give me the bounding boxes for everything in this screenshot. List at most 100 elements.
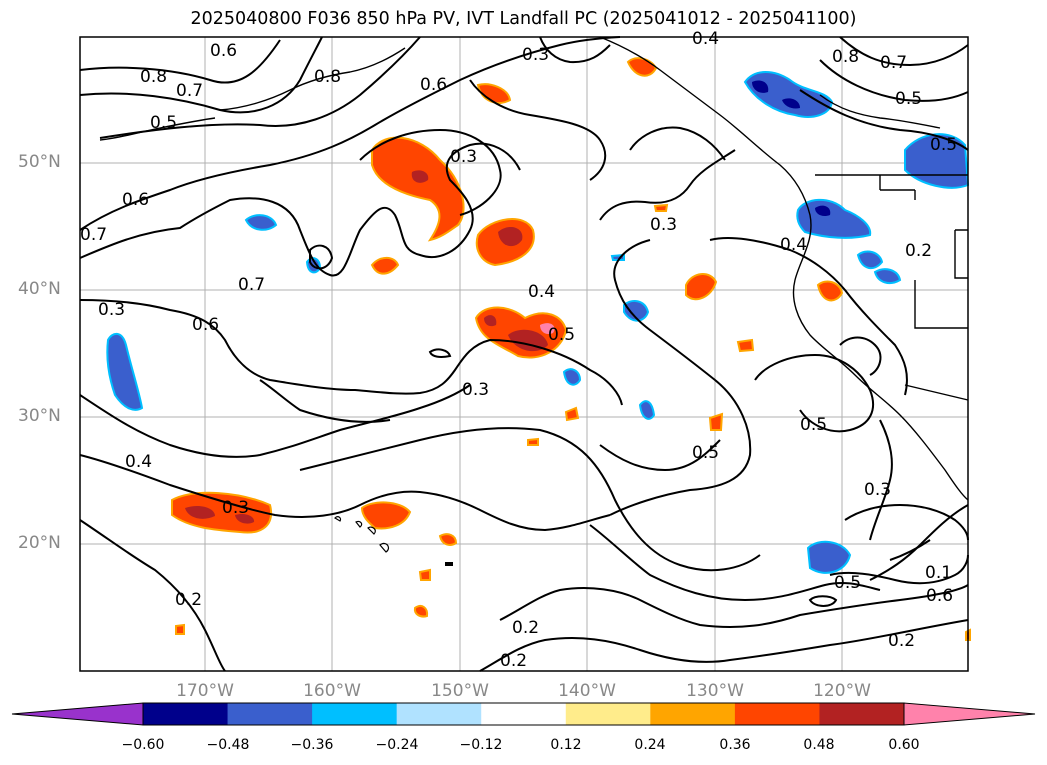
pv-positive-core: [411, 170, 429, 183]
pv-positive-region: [413, 605, 429, 618]
colorbar-tick-label: 0.48: [803, 737, 835, 753]
colorbar-cell: [227, 703, 313, 725]
colorbar-extension-high: [903, 702, 1036, 726]
pv-contours: [79, 36, 969, 672]
contour-label-layer: 0.8 0.7 0.6 0.8 0.6 0.5 0.3 0.4 0.8 0.7 …: [80, 29, 957, 671]
contour-label: 0.4: [692, 29, 719, 49]
colorbar-tick-label: −0.60: [121, 737, 165, 753]
pv-positive-region: [564, 406, 580, 422]
pv-positive-region: [438, 533, 458, 546]
contour-label: 0.2: [175, 590, 202, 610]
colorbar-extension-low: [11, 702, 144, 726]
colorbar-tick-label: 0.12: [550, 737, 582, 753]
pv-negative-core: [782, 98, 800, 109]
lat-label: 30°N: [18, 406, 61, 426]
colorbar-tick-label: 0.60: [888, 737, 920, 753]
contour-label: 0.3: [864, 480, 891, 500]
colorbar-cell: [650, 703, 736, 725]
contour-label: 0.2: [512, 618, 539, 638]
contour-label: 0.6: [420, 75, 447, 95]
contour-label: 0.3: [522, 45, 549, 65]
colorbar-cell: [734, 703, 820, 725]
contour-label: 0.6: [192, 315, 219, 335]
colorbar-tick-label: 0.36: [719, 737, 751, 753]
pv-positive-region: [708, 412, 724, 431]
contour-label: 0.3: [450, 147, 477, 167]
contour-label: 0.5: [692, 443, 719, 463]
pv-negative-core: [815, 205, 831, 217]
colorbar-cell: [143, 703, 229, 725]
lon-label: 140°W: [558, 681, 616, 701]
contour-label: 0.3: [222, 498, 249, 518]
contour-label: 0.1: [925, 563, 952, 583]
lon-label: 120°W: [813, 681, 871, 701]
colorbar-frame: [142, 702, 905, 726]
colorbar-tick-label: 0.24: [634, 737, 666, 753]
pv-positive-core: [498, 226, 523, 247]
contour-label: 0.4: [125, 452, 152, 472]
lat-label: 50°N: [18, 152, 61, 172]
pv-positive-core: [508, 329, 548, 352]
contour-label: 0.3: [98, 300, 125, 320]
contour-label: 0.7: [238, 275, 265, 295]
island-marker: [445, 562, 453, 566]
pv-positive-region: [371, 136, 465, 242]
contour-label: 0.3: [462, 380, 489, 400]
colorbar-tick-label: −0.12: [459, 737, 503, 753]
pv-positive-region: [685, 273, 718, 301]
contour-label: 0.4: [528, 282, 555, 302]
pv-positive-core: [235, 513, 255, 524]
contour-label: 0.8: [140, 67, 167, 87]
pv-negative-region: [856, 250, 884, 270]
pv-shading: [106, 57, 971, 641]
lat-label: 20°N: [18, 533, 61, 553]
contour-label: 0.3: [650, 215, 677, 235]
colorbar-cell: [312, 703, 398, 725]
pv-negative-region: [806, 540, 852, 574]
lon-label: 170°W: [176, 681, 234, 701]
pv-negative-region: [623, 299, 650, 322]
lon-label: 130°W: [686, 681, 744, 701]
lon-label: 160°W: [303, 681, 361, 701]
map-title: 2025040800 F036 850 hPa PV, IVT Landfall…: [190, 9, 857, 29]
pv-negative-region: [638, 400, 656, 420]
lat-label: 40°N: [18, 279, 61, 299]
contour-label: 0.2: [905, 241, 932, 261]
contour-label: 0.6: [926, 586, 953, 606]
contour-label: 0.2: [500, 651, 527, 671]
colorbar-cell: [819, 703, 905, 725]
pv-negative-region: [562, 368, 582, 386]
pv-positive-region: [816, 280, 844, 302]
pv-positive-region: [476, 83, 512, 104]
pv-positive-region: [527, 437, 539, 446]
contour-label: 0.8: [314, 67, 341, 87]
colorbar-tick-label: −0.48: [206, 737, 250, 753]
pv-negative-region: [873, 268, 902, 285]
colorbar-tick-label: −0.36: [290, 737, 334, 753]
colorbar-cell: [481, 703, 567, 725]
hawaii-islands: [334, 516, 390, 553]
contour-label: 0.5: [834, 573, 861, 593]
contour-label: 0.4: [780, 235, 807, 255]
colorbar-tick-label: −0.24: [375, 737, 419, 753]
coastline: [99, 36, 969, 501]
pv-positive-region: [360, 501, 412, 530]
pv-positive-core: [185, 505, 215, 519]
pv-positive-region: [653, 203, 669, 212]
contour-label: 0.5: [548, 325, 575, 345]
contour-label: 0.7: [176, 81, 203, 101]
contour-label: 0.5: [150, 113, 177, 133]
colorbar-cell: [565, 703, 651, 725]
pv-negative-region: [743, 71, 834, 118]
pv-positive-core: [484, 315, 497, 327]
contour-label: 0.5: [895, 89, 922, 109]
contour-label: 0.5: [800, 415, 827, 435]
pv-positive-region: [175, 623, 185, 635]
contour-label: 0.7: [80, 225, 107, 245]
contour-label: 0.2: [888, 631, 915, 651]
lon-label: 150°W: [431, 681, 489, 701]
contour-label: 0.6: [122, 190, 149, 210]
map-frame: [79, 36, 969, 672]
